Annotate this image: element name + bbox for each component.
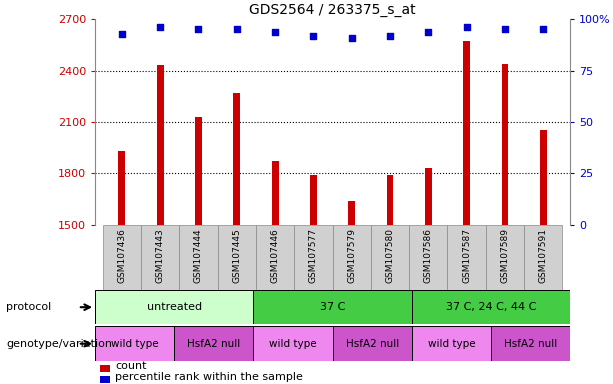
Bar [501, 64, 508, 225]
Text: HsfA2 null: HsfA2 null [346, 339, 399, 349]
Bar [100, 366, 110, 372]
Text: GSM107443: GSM107443 [156, 228, 165, 283]
Bar [218, 225, 256, 290]
Bar [180, 225, 218, 290]
Bar [174, 326, 253, 361]
Text: HsfA2 null: HsfA2 null [187, 339, 240, 349]
Bar [332, 326, 412, 361]
Point [232, 26, 242, 33]
Text: GSM107445: GSM107445 [232, 228, 242, 283]
Text: GSM107587: GSM107587 [462, 228, 471, 283]
Text: wild type: wild type [269, 339, 317, 349]
Bar [95, 326, 174, 361]
Text: protocol: protocol [6, 302, 51, 312]
Point [308, 33, 318, 39]
Text: genotype/variation: genotype/variation [6, 339, 112, 349]
Text: GSM107591: GSM107591 [539, 228, 548, 283]
Bar [409, 225, 447, 290]
Point [462, 24, 471, 30]
Bar [294, 225, 333, 290]
Bar [348, 201, 355, 225]
Bar [371, 225, 409, 290]
Point [424, 28, 433, 35]
Text: 37 C, 24 C, 44 C: 37 C, 24 C, 44 C [446, 302, 536, 312]
Text: percentile rank within the sample: percentile rank within the sample [115, 372, 303, 382]
Point [385, 33, 395, 39]
Bar [253, 290, 412, 324]
Bar [256, 225, 294, 290]
Bar [333, 225, 371, 290]
Text: GSM107446: GSM107446 [270, 228, 280, 283]
Text: GSM107577: GSM107577 [309, 228, 318, 283]
Bar [524, 225, 563, 290]
Bar [95, 290, 253, 324]
Point [194, 26, 204, 33]
Text: GSM107589: GSM107589 [500, 228, 509, 283]
Bar [425, 168, 432, 225]
Bar [463, 41, 470, 225]
Text: GSM107436: GSM107436 [117, 228, 126, 283]
Bar [253, 326, 332, 361]
Text: HsfA2 null: HsfA2 null [504, 339, 557, 349]
Text: wild type: wild type [427, 339, 475, 349]
Text: count: count [115, 361, 147, 371]
Text: GSM107580: GSM107580 [386, 228, 395, 283]
Point [500, 26, 510, 33]
Text: GSM107586: GSM107586 [424, 228, 433, 283]
Text: untreated: untreated [147, 302, 202, 312]
Title: GDS2564 / 263375_s_at: GDS2564 / 263375_s_at [249, 3, 416, 17]
Point [117, 30, 127, 36]
Bar [412, 290, 570, 324]
Bar [234, 93, 240, 225]
Point [347, 35, 357, 41]
Text: GSM107444: GSM107444 [194, 228, 203, 283]
Bar [491, 326, 570, 361]
Text: GSM107579: GSM107579 [347, 228, 356, 283]
Bar [540, 131, 547, 225]
Point [155, 24, 165, 30]
Bar [310, 175, 317, 225]
Text: 37 C: 37 C [320, 302, 345, 312]
Bar [195, 117, 202, 225]
Bar [141, 225, 180, 290]
Bar [447, 225, 486, 290]
Bar [272, 161, 278, 225]
Bar [412, 326, 491, 361]
Bar [387, 175, 394, 225]
Bar [486, 225, 524, 290]
Point [538, 26, 548, 33]
Text: wild type: wild type [111, 339, 158, 349]
Point [270, 28, 280, 35]
Bar [103, 225, 141, 290]
Bar [100, 376, 110, 383]
Bar [157, 65, 164, 225]
Bar [118, 151, 125, 225]
